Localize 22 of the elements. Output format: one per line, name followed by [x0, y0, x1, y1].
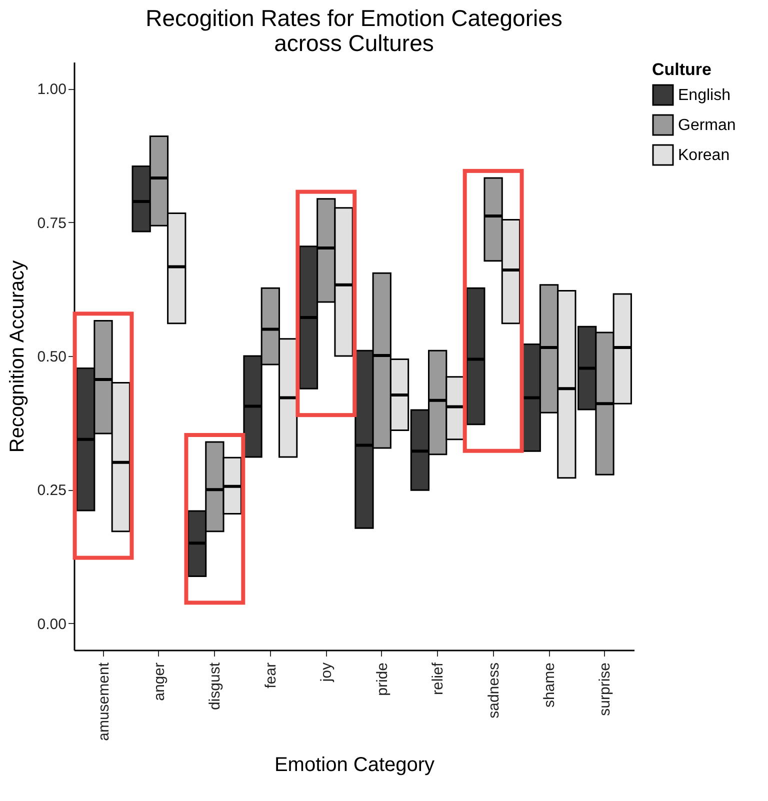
y-tick-label: 0.75 — [37, 214, 66, 232]
x-tick-label: joy — [318, 662, 336, 683]
x-tick-label: fear — [262, 662, 280, 688]
x-tick-label: shame — [541, 662, 558, 708]
x-tick-label: sadness — [485, 662, 502, 718]
legend-label: English — [678, 87, 730, 104]
chart-title: Recogition Rates for Emotion Categories across Cultures — [146, 5, 562, 56]
y-tick-label: 0.00 — [37, 616, 66, 633]
legend-label: Korean — [678, 147, 730, 164]
x-tick-label: anger — [150, 662, 168, 701]
x-axis-title: Emotion Category — [274, 754, 435, 776]
x-tick-label: surprise — [596, 662, 614, 716]
x-tick-label: relief — [430, 662, 447, 696]
y-axis-title: Recognition Accuracy — [6, 260, 28, 453]
legend-label: German — [678, 117, 736, 134]
x-tick-label: disgust — [206, 662, 224, 710]
y-tick-label: 1.00 — [37, 81, 66, 98]
legend-title: Culture — [652, 60, 712, 79]
y-tick-label: 0.25 — [37, 482, 66, 500]
x-tick-label: pride — [374, 662, 391, 696]
x-tick-label: amusement — [95, 662, 112, 741]
y-tick-label: 0.50 — [37, 348, 66, 366]
